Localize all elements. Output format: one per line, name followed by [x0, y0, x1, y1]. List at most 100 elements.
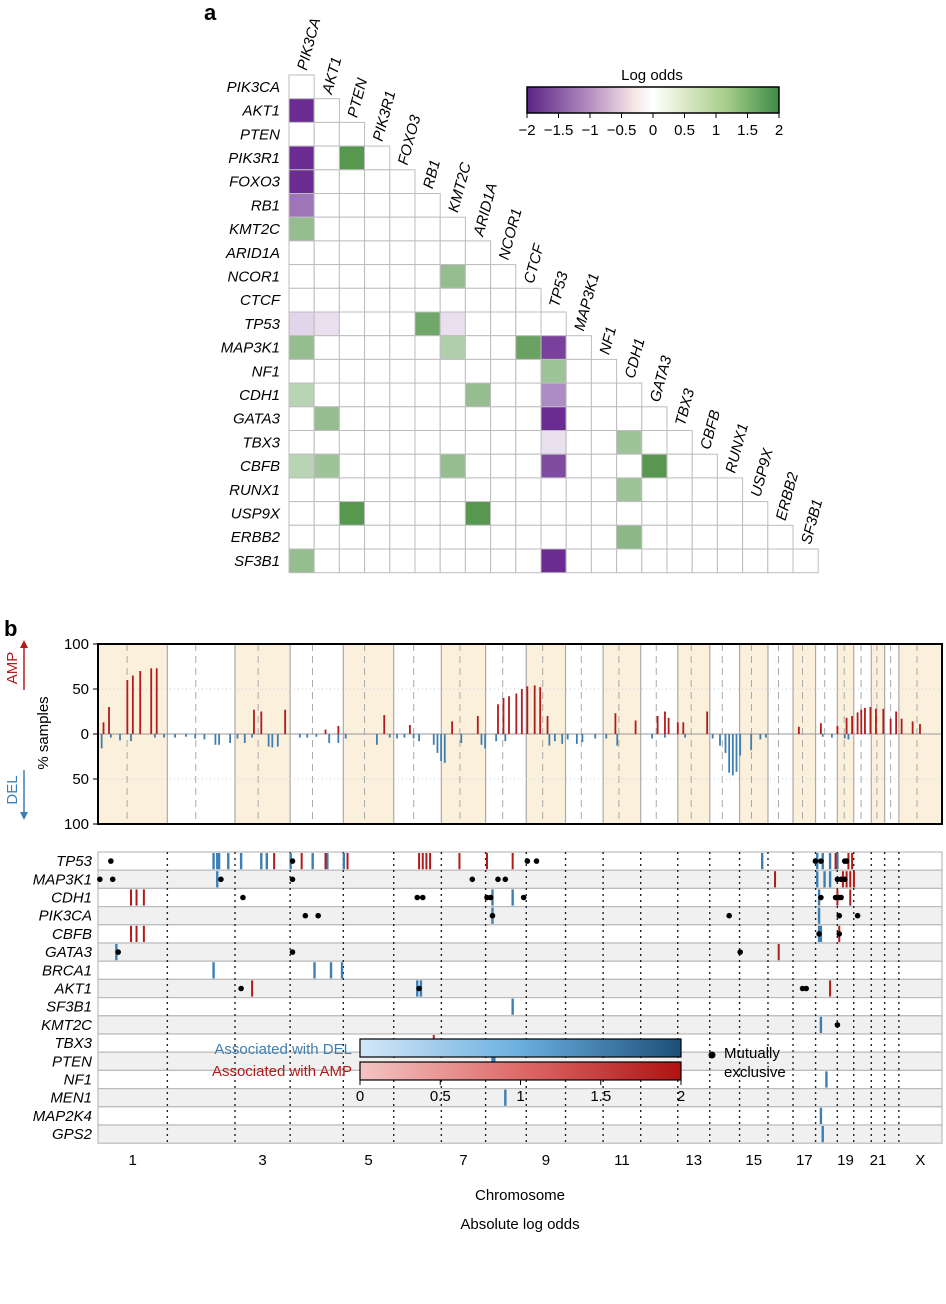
heatmap-cell: [288, 145, 315, 171]
heatmap-cell: [313, 548, 340, 574]
amp-association: [425, 853, 428, 870]
amp-label: AMP: [4, 652, 21, 685]
heatmap-cell: [439, 453, 466, 479]
heatmap-cell: [464, 311, 492, 337]
amp-association: [777, 944, 780, 961]
y-tick-label: 50: [72, 681, 89, 698]
amp-bar: [682, 722, 685, 734]
amp-bar: [150, 668, 153, 734]
col-label: KMT2C: [445, 161, 475, 215]
heatmap-cell: [288, 311, 315, 337]
mutually-exclusive-dot: [708, 1051, 716, 1059]
heatmap-cell: [490, 287, 517, 313]
del-association: [828, 871, 832, 888]
col-label: PTEN: [344, 76, 371, 119]
mutually-exclusive-marker: [414, 894, 421, 901]
del-bar: [440, 734, 443, 761]
amp-association: [774, 871, 777, 888]
chromosome-tick-label: X: [915, 1152, 925, 1169]
heatmap-cell: [338, 548, 366, 574]
gene-row-label: PIK3CA: [39, 908, 92, 925]
mutually-exclusive-marker: [533, 858, 540, 864]
heatmap-cell: [439, 335, 466, 360]
del-bar: [750, 734, 753, 751]
mutually-exclusive-marker: [97, 876, 103, 883]
heatmap-cell: [515, 453, 542, 479]
chromosome-tick-label: 17: [796, 1152, 813, 1169]
del-association: [511, 889, 514, 906]
amp-association: [324, 853, 327, 870]
heatmap-cell: [338, 240, 366, 266]
heatmap-cell: [313, 501, 340, 526]
heatmap-cell: [389, 335, 416, 360]
mutually-exclusive-marker: [238, 985, 244, 992]
del-bar: [561, 734, 564, 744]
heatmap-cell: [490, 548, 517, 574]
amp-bar: [882, 708, 885, 734]
amp-association: [142, 925, 145, 942]
gene-row-label: KMT2C: [41, 1017, 92, 1034]
heatmap-cell: [414, 501, 441, 526]
gene-row: [97, 978, 943, 999]
mutually-exclusive-marker: [419, 894, 426, 901]
heatmap-cell: [464, 477, 492, 503]
amp-bar: [869, 707, 872, 734]
col-label: SF3B1: [798, 497, 826, 546]
del-bar: [484, 734, 487, 749]
del-association: [816, 871, 819, 888]
del-association: [311, 853, 314, 870]
del-association: [340, 962, 344, 979]
heatmap-cell: [464, 240, 492, 266]
legend-amp-gradient: [359, 1061, 682, 1081]
del-association: [265, 853, 268, 870]
heatmap-cell: [313, 121, 340, 147]
gene-row-label: AKT1: [53, 981, 92, 998]
heatmap-cell: [288, 358, 315, 384]
heatmap-cell: [414, 548, 441, 574]
heatmap-cell: [414, 406, 441, 431]
heatmap-cell: [439, 287, 466, 313]
heatmap-cell: [338, 477, 366, 503]
heatmap-cell: [313, 287, 340, 313]
heatmap-cell: [364, 264, 391, 289]
heatmap-cell: [338, 121, 366, 147]
del-bar: [759, 734, 762, 740]
heatmap-cell: [313, 477, 340, 503]
amp-bar: [383, 715, 386, 734]
heatmap-cell: [364, 169, 391, 195]
mutually-exclusive-marker: [818, 858, 824, 864]
row-label: GATA3: [233, 411, 281, 428]
y-tick-label: 100: [64, 816, 89, 833]
row-label: USP9X: [231, 505, 281, 522]
heatmap-cell: [414, 430, 441, 455]
heatmap-cell: [590, 477, 618, 503]
heatmap-cell: [439, 501, 466, 526]
colorbar-tick-label: −0.5: [607, 122, 637, 139]
row-label: ARID1A: [225, 245, 280, 262]
heatmap-cell: [288, 287, 315, 313]
heatmap-row-labels: PIK3CA AKT1 PTEN PIK3R1 FOXO3 RB1 KMT2C ARID1A N…: [221, 79, 281, 570]
heatmap-cell: [364, 311, 391, 337]
heatmap-cell: [565, 453, 592, 479]
colorbar-tick-label: 0.5: [674, 122, 695, 139]
del-association: [212, 962, 215, 979]
del-bar: [174, 734, 176, 738]
amp-bar: [860, 709, 863, 734]
heatmap-cell: [490, 311, 517, 337]
del-bar: [218, 734, 220, 745]
del-bar: [388, 734, 391, 738]
heatmap-cell: [389, 548, 416, 574]
heatmap-cell: [515, 477, 542, 503]
amp-bar: [875, 708, 877, 734]
del-bar: [735, 734, 738, 772]
heatmap-cell: [616, 382, 643, 408]
del-bar: [203, 734, 206, 740]
heatmap-cell: [338, 524, 366, 550]
heatmap-cell: [464, 524, 492, 550]
heatmap-cell: [716, 477, 744, 503]
heatmap-cell: [414, 477, 441, 503]
col-label: AKT1: [319, 55, 345, 97]
mutually-exclusive-marker: [502, 876, 509, 883]
colorbar-gradient: [526, 86, 780, 114]
col-label: CBFB: [697, 408, 724, 451]
